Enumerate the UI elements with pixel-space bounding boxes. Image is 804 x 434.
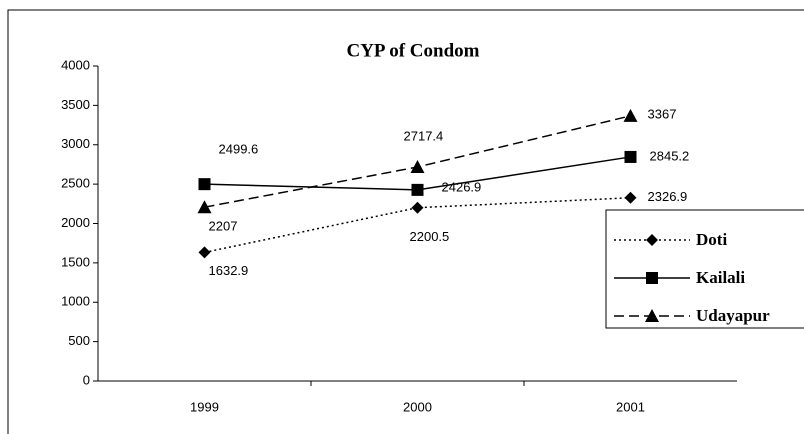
marker: [624, 150, 637, 163]
marker: [198, 246, 211, 259]
marker: [646, 272, 658, 284]
marker: [197, 200, 212, 214]
chart-title: CYP of Condom: [346, 40, 479, 61]
chart-border: [7, 9, 804, 434]
marker: [411, 201, 424, 214]
marker: [410, 160, 425, 174]
y-tick-label: 1000: [61, 294, 90, 309]
data-label: 2717.4: [404, 128, 444, 143]
marker: [645, 309, 659, 322]
legend-label: Kailali: [696, 268, 745, 287]
marker: [646, 234, 658, 246]
data-label: 3367: [648, 106, 677, 121]
y-tick-label: 4000: [61, 57, 90, 72]
y-tick-label: 2000: [61, 215, 90, 230]
marker: [623, 108, 638, 122]
legend-label: Udayapur: [696, 306, 770, 325]
data-label: 2326.9: [648, 189, 688, 204]
y-tick-label: 3000: [61, 136, 90, 151]
x-tick-label: 1999: [190, 399, 219, 414]
marker: [198, 178, 211, 191]
x-tick-label: 2001: [616, 399, 645, 414]
data-label: 2200.5: [410, 229, 450, 244]
data-label: 1632.9: [209, 263, 249, 278]
y-tick-label: 0: [83, 372, 90, 387]
marker: [411, 183, 424, 196]
y-tick-label: 3500: [61, 97, 90, 112]
data-label: 2207: [209, 219, 238, 234]
x-tick-label: 2000: [403, 399, 432, 414]
data-label: 2845.2: [650, 148, 690, 163]
y-tick-label: 1500: [61, 254, 90, 269]
y-tick-label: 2500: [61, 176, 90, 191]
legend-box: [605, 209, 804, 329]
marker: [624, 191, 637, 204]
legend-label: Doti: [696, 230, 727, 249]
data-label: 2499.6: [219, 142, 259, 157]
y-tick-label: 500: [68, 333, 90, 348]
data-label: 2426.9: [442, 179, 482, 194]
